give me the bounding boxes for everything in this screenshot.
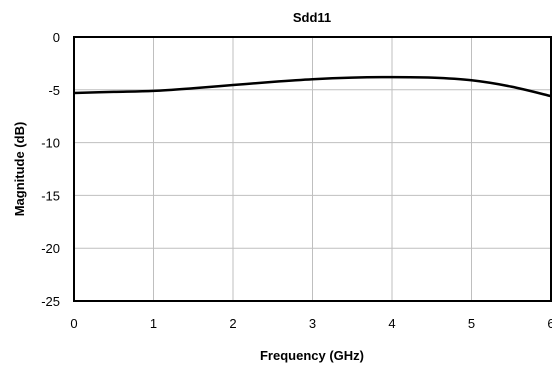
y-tick-labels: 0 -5 -10 -15 -20 -25 — [41, 30, 60, 309]
y-tick-label: -10 — [41, 136, 60, 151]
x-tick-label: 1 — [150, 316, 157, 331]
y-tick-label: -15 — [41, 188, 60, 203]
x-tick-label: 3 — [309, 316, 316, 331]
plot-frame — [73, 36, 552, 302]
y-tick-label: -20 — [41, 241, 60, 256]
y-axis-label: Magnitude (dB) — [12, 122, 27, 217]
x-tick-labels: 0 1 2 3 4 5 6 — [70, 316, 552, 331]
x-tick-label: 0 — [70, 316, 77, 331]
series-layer — [73, 75, 552, 98]
x-axis-label: Frequency (GHz) — [260, 348, 364, 363]
chart-title: Sdd11 — [293, 10, 331, 25]
y-tick-label: 0 — [53, 30, 60, 45]
series-line-0 — [73, 75, 552, 98]
grid — [74, 37, 551, 301]
x-tick-label: 4 — [388, 316, 395, 331]
y-tick-label: -25 — [41, 294, 60, 309]
y-tick-label: -5 — [48, 83, 60, 98]
x-tick-label: 6 — [547, 316, 552, 331]
x-tick-label: 5 — [468, 316, 475, 331]
x-tick-label: 2 — [229, 316, 236, 331]
